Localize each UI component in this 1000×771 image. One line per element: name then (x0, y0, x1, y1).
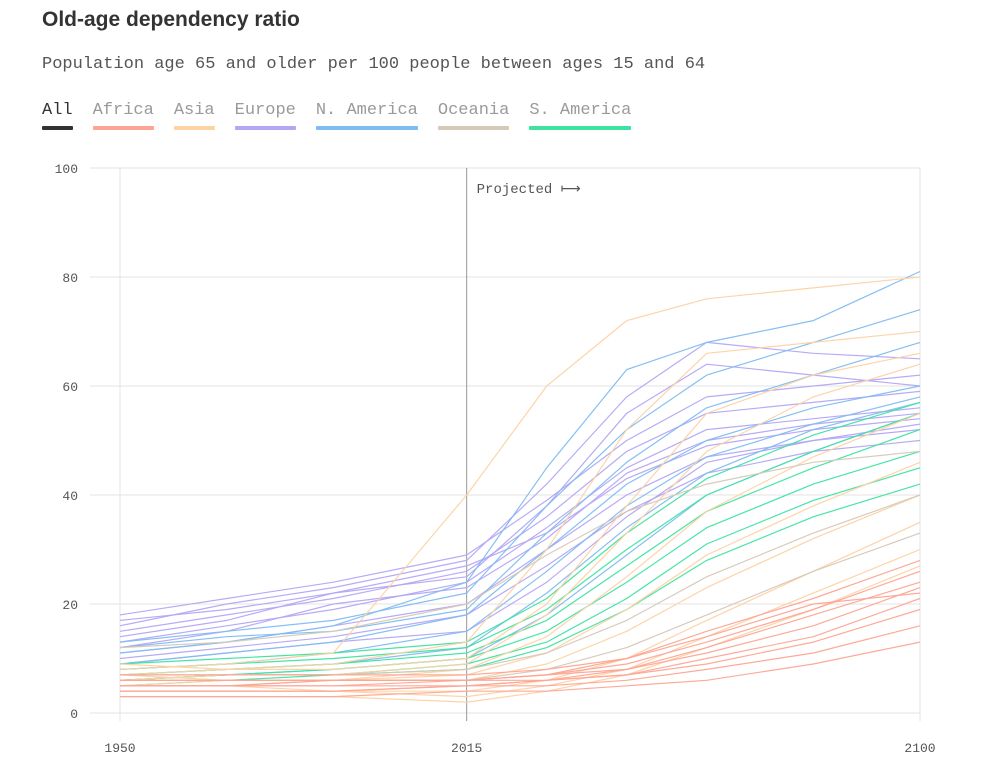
series-line (119, 412, 921, 649)
series-line (120, 592, 921, 676)
y-tick-label: 0 (70, 707, 78, 722)
legend-label-africa: Africa (92, 101, 154, 120)
series-line (120, 559, 921, 687)
region-legend: All Africa Asia Europe N. America Oceani… (42, 100, 632, 130)
series-line (119, 363, 921, 638)
legend-item-africa[interactable]: Africa (92, 100, 154, 130)
series-line (119, 390, 921, 632)
legend-swatch-s-america (529, 126, 632, 130)
legend-item-europe[interactable]: Europe (234, 100, 296, 130)
y-tick-label: 40 (62, 489, 78, 504)
series-line (120, 570, 921, 681)
legend-swatch-all (42, 126, 73, 130)
y-tick-label: 20 (62, 598, 78, 613)
x-tick-label: 2100 (904, 741, 935, 756)
x-tick-label: 2015 (451, 741, 482, 756)
series-line (119, 450, 921, 649)
series-line (120, 597, 921, 687)
legend-item-asia[interactable]: Asia (173, 100, 215, 130)
legend-label-europe: Europe (234, 101, 296, 120)
legend-swatch-africa (92, 126, 154, 130)
series-line (119, 341, 921, 649)
axis-ticks: 0 20 40 60 80 100 1950 2015 2100 (55, 162, 936, 756)
series-line (119, 309, 921, 643)
legend-label-n-america: N. America (315, 101, 418, 120)
series-line (119, 352, 921, 671)
series-line (119, 330, 921, 676)
series-line (119, 439, 921, 660)
y-tick-label: 100 (55, 162, 78, 177)
series-line (119, 401, 921, 665)
series-line (119, 429, 921, 676)
legend-swatch-oceania (437, 126, 510, 130)
legend-item-s-america[interactable]: S. America (529, 100, 632, 130)
legend-label-all: All (42, 101, 73, 120)
line-chart: 0 20 40 60 80 100 1950 2015 2100 Projected ⟼ (55, 162, 936, 756)
projected-annotation: Projected ⟼ (477, 182, 581, 198)
legend-label-asia: Asia (173, 101, 215, 120)
legend-swatch-asia (173, 126, 215, 130)
y-tick-label: 80 (62, 271, 78, 286)
y-tick-label: 60 (62, 380, 78, 395)
series-line (119, 374, 921, 616)
x-tick-label: 1950 (104, 741, 135, 756)
series-line (119, 450, 921, 681)
projected-label: Projected ⟼ (477, 182, 581, 198)
legend-item-all[interactable]: All (42, 100, 73, 130)
series-line (119, 412, 921, 670)
legend-item-oceania[interactable]: Oceania (437, 100, 510, 130)
series-line (119, 467, 921, 687)
series-line (119, 276, 921, 670)
series-line (119, 396, 921, 670)
legend-swatch-n-america (315, 126, 418, 130)
series-line (120, 641, 921, 698)
legend-swatch-europe (234, 126, 296, 130)
legend-label-s-america: S. America (529, 101, 632, 120)
legend-label-oceania: Oceania (437, 101, 510, 120)
series-line (119, 407, 921, 643)
series-line (119, 418, 921, 621)
chart-subtitle: Population age 65 and older per 100 peop… (42, 55, 706, 74)
series-line (119, 341, 921, 627)
chart-title: Old-age dependency ratio (42, 8, 300, 31)
series-line (119, 270, 921, 654)
legend-item-n-america[interactable]: N. America (315, 100, 418, 130)
series-lines (119, 270, 921, 703)
